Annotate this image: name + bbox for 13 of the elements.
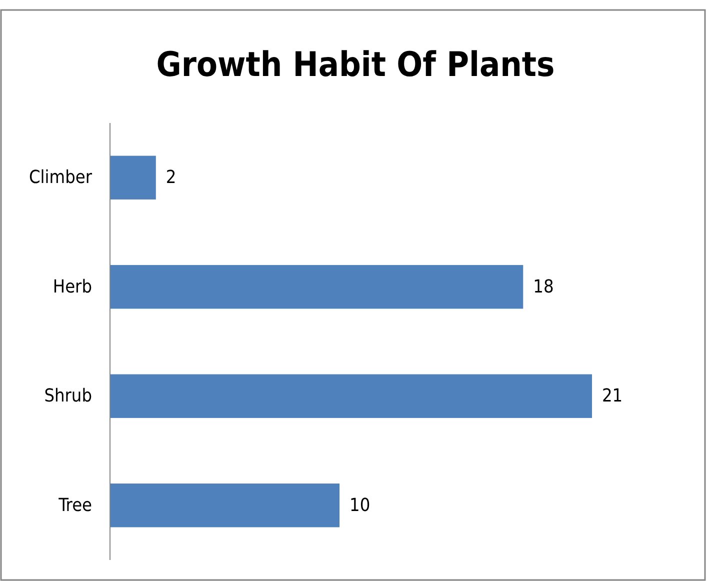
data-label: 10 (350, 494, 370, 516)
y-tick-label: Herb (52, 276, 92, 298)
bar (110, 265, 524, 309)
y-tick-label: Climber (29, 167, 92, 188)
y-tick-label: Tree (58, 494, 92, 516)
data-label: 21 (602, 386, 623, 407)
data-label: 18 (533, 276, 554, 298)
bar (110, 374, 592, 418)
chart-title: Growth Habit Of Plants (156, 45, 555, 85)
y-tick-label: Shrub (44, 386, 92, 407)
data-label: 2 (166, 167, 176, 188)
bar (110, 484, 340, 528)
bar (110, 156, 156, 200)
